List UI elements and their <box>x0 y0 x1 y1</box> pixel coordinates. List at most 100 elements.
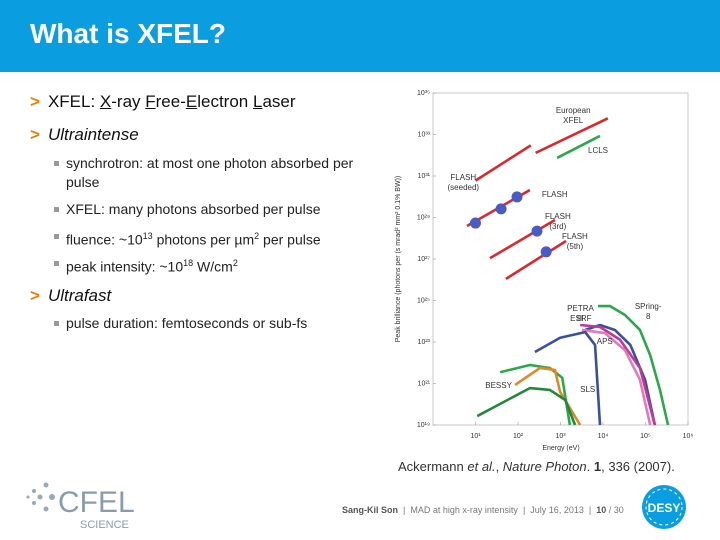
text: | <box>588 505 592 515</box>
text: 2 <box>232 258 238 268</box>
text: Sang-Kil Son <box>342 505 398 515</box>
text: Ultrafast <box>47 286 112 305</box>
y-tick-label: 10²³ <box>418 339 431 346</box>
curve-label: PETRA III <box>567 303 594 323</box>
curve-label: FLASH (seeded) <box>447 172 480 192</box>
x-tick-label: 10¹ <box>470 433 481 440</box>
point <box>540 246 552 258</box>
text: pulse duration: femtoseconds or sub-fs <box>66 315 308 331</box>
curve-label: SLS <box>580 384 596 394</box>
text: aser <box>262 92 296 111</box>
curve <box>535 117 609 155</box>
bullet: > Ultraintense <box>30 125 139 145</box>
x-tick-label: 10³ <box>555 433 566 440</box>
header-bar <box>0 0 720 72</box>
curve <box>556 134 601 160</box>
x-axis-label: Energy (eV) <box>542 445 579 452</box>
text: 1 <box>593 459 602 474</box>
curve <box>580 323 657 426</box>
cfel-logo: CFEL SCIENCE <box>26 482 135 531</box>
y-tick-label: 10³¹ <box>418 173 431 180</box>
y-tick-label: 10²⁹ <box>417 215 430 222</box>
bullet-marker: > <box>30 92 40 111</box>
x-tick-label: 10⁵ <box>640 433 651 440</box>
text: synchrotron: at most one photon absorbed… <box>66 155 354 190</box>
text: / 30 <box>608 505 624 515</box>
text: E <box>185 92 198 111</box>
text: 13 <box>142 231 153 241</box>
sub-bullet: XFEL: many photons absorbed per pulse <box>54 200 386 219</box>
y-tick-label: 10²⁷ <box>417 256 430 263</box>
y-tick-label: 10²¹ <box>418 381 431 388</box>
y-tick-label: 10²⁵ <box>417 298 430 305</box>
text: -ray <box>111 92 146 111</box>
text: 18 <box>183 258 194 268</box>
y-axis-label: Peak brilliance (photons per (s mrad² mm… <box>395 176 402 343</box>
text: XFEL: <box>47 92 100 111</box>
citation: Ackermann et al., Nature Photon. 1, 336 … <box>398 459 675 474</box>
desy-logo: DESY <box>642 485 686 529</box>
text: July 16, 2013 <box>530 505 584 515</box>
slide-title: What is XFEL? <box>30 18 226 49</box>
text: L <box>252 92 263 111</box>
sub-bullet: pulse duration: femtoseconds or sub-fs <box>54 314 386 333</box>
curve-label: FLASH (3rd) <box>544 211 571 231</box>
curve <box>505 239 567 280</box>
curve <box>534 330 602 426</box>
sub-bullet: synchrotron: at most one photon absorbed… <box>54 154 386 192</box>
curve-label: APS <box>596 337 613 347</box>
text: fluence: ~10 <box>66 231 143 248</box>
text: F <box>145 92 156 111</box>
point <box>470 217 481 229</box>
point <box>531 225 543 237</box>
text: ree- <box>155 92 186 111</box>
text: , 336 (2007). <box>601 459 675 474</box>
y-tick-label: 10¹⁹ <box>417 422 430 429</box>
curve-label: European XFEL <box>555 106 591 126</box>
curve-label: BESSY <box>485 381 512 391</box>
bullet-marker: > <box>30 125 40 144</box>
text: photons per µm <box>152 231 255 248</box>
logo-text: DESY <box>648 501 681 515</box>
curve-label: FLASH <box>541 190 568 200</box>
text: W/cm <box>193 258 233 275</box>
text: Ultraintense <box>47 125 139 144</box>
text: 10 <box>596 505 607 515</box>
curve <box>581 328 652 426</box>
sub-bullet: peak intensity: ~1018 W/cm2 <box>54 254 386 277</box>
y-tick-label: 10³⁵ <box>417 90 430 97</box>
bullet: > Ultrafast <box>30 286 111 306</box>
point <box>495 203 507 215</box>
footer: Sang-Kil Son | MAD at high x-ray intensi… <box>342 505 624 515</box>
curve-label: FLASH (5th) <box>562 231 588 251</box>
text: Ackermann <box>398 459 468 474</box>
point <box>511 191 523 203</box>
curve <box>597 304 670 426</box>
bullet-marker: > <box>30 286 40 305</box>
x-tick-label: 10⁴ <box>598 433 609 440</box>
bullet: > XFEL: X-ray Free-Electron Laser <box>30 92 296 112</box>
text: lectron <box>197 92 253 111</box>
y-tick-label: 10³³ <box>418 132 431 139</box>
text: et al. <box>467 459 496 474</box>
text: | <box>522 505 526 515</box>
text: | <box>403 505 406 515</box>
text: 2 <box>254 231 260 241</box>
curve <box>476 386 577 426</box>
text: Nature Photon <box>502 459 587 474</box>
sub-bullet: fluence: ~1013 photons per µm2 per pulse <box>54 227 386 250</box>
curve-label: SPring-8 <box>634 302 662 322</box>
logo-text: CFEL <box>58 486 135 519</box>
text: per pulse <box>259 231 321 248</box>
x-tick-label: 10² <box>513 433 524 440</box>
logo-text: SCIENCE <box>80 519 129 531</box>
x-tick-label: 10⁶ <box>683 433 694 440</box>
curve-label: LCLS <box>588 145 609 155</box>
curve <box>474 144 532 182</box>
curve-label: ESRF <box>570 313 592 323</box>
text: peak intensity: ~10 <box>66 258 184 275</box>
curve <box>489 218 556 260</box>
text: X <box>99 92 112 111</box>
